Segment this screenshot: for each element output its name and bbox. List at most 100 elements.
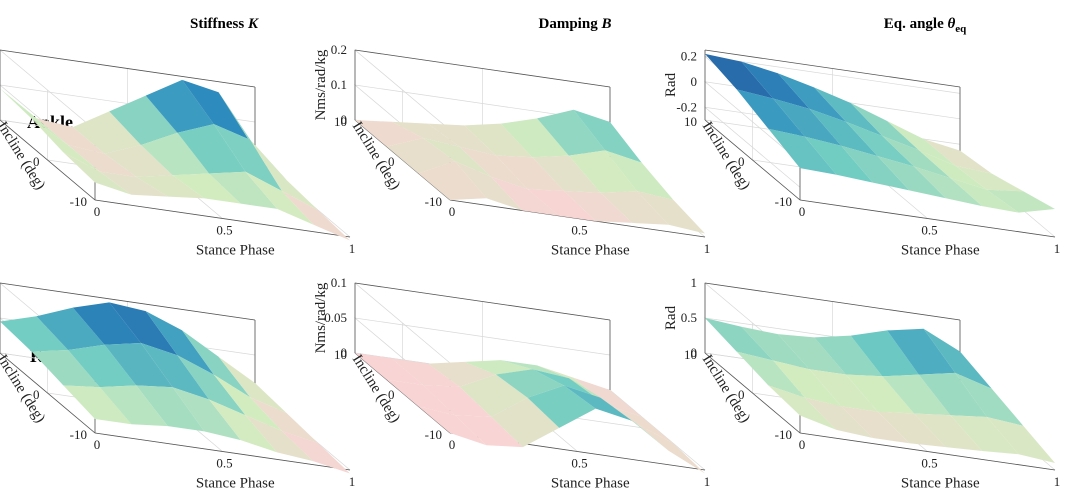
surface-patch xyxy=(140,132,210,176)
surface-patch xyxy=(918,150,987,190)
x-tick-label: 1 xyxy=(704,241,711,256)
surface-patch xyxy=(140,343,210,400)
axis-edge xyxy=(94,199,351,238)
x-axis-label: Stance Phase xyxy=(901,475,980,491)
surface-patch xyxy=(777,73,846,122)
surface-patch xyxy=(68,344,137,388)
axis-edge xyxy=(799,199,1056,238)
surface-patch xyxy=(777,334,846,375)
y-tick-label: 10 xyxy=(684,347,697,362)
surface-patch xyxy=(177,355,246,416)
surface-patch xyxy=(705,53,774,99)
surface-patch xyxy=(600,191,669,225)
surface-patch xyxy=(736,89,805,137)
y-tick-label: -10 xyxy=(425,194,442,209)
surface-patch xyxy=(814,87,883,136)
x-tick-label: 0 xyxy=(94,204,101,219)
x-tick-label: 0 xyxy=(449,204,456,219)
surface-patch xyxy=(850,330,919,377)
surface-patch xyxy=(36,307,105,350)
surface-patch xyxy=(31,349,100,388)
surface-patch xyxy=(386,379,455,416)
panel-title: Damping B xyxy=(539,16,612,32)
surface-patch xyxy=(427,123,496,156)
z-tick-label: 0 xyxy=(341,112,348,127)
surface-patch xyxy=(423,137,492,177)
y-tick-label: 0 xyxy=(388,154,395,169)
surface-patch xyxy=(736,351,805,398)
z-tick-label: 0.1 xyxy=(331,77,347,92)
surface-patch xyxy=(491,176,560,216)
panel-title: Eq. angle θeq xyxy=(884,16,967,35)
axis-edge xyxy=(0,119,96,201)
surface-patch xyxy=(532,155,601,193)
x-tick-label: 0 xyxy=(799,204,806,219)
surface-patch xyxy=(213,374,282,432)
y-tick-label: 0 xyxy=(33,387,40,402)
surface-patch xyxy=(209,171,278,209)
surface-patch xyxy=(63,385,132,425)
x-axis-label: Stance Phase xyxy=(901,242,980,258)
x-tick-label: 1 xyxy=(349,241,356,256)
surface-patch xyxy=(537,109,606,156)
surface-patch xyxy=(172,173,241,204)
surface-patch xyxy=(386,137,455,174)
panel-ankle-2: -0.2 0 0.2 0 0.5 1 -10 0 10 Stance Phase Incline (… xyxy=(663,48,1060,258)
y-axis-label: Incline (deg) xyxy=(699,352,753,426)
surface-patch xyxy=(99,171,168,197)
surface-patch xyxy=(636,191,705,234)
x-axis-label: Stance Phase xyxy=(551,242,630,258)
x-tick-label: 0.5 xyxy=(921,456,937,471)
surface-patch xyxy=(986,189,1055,213)
surface-patch xyxy=(887,120,956,166)
surface-patch xyxy=(850,102,919,151)
axis-edge xyxy=(354,282,611,321)
surface-patch xyxy=(773,98,842,146)
z-tick-label: 0.05 xyxy=(324,310,347,325)
surface-patch xyxy=(250,397,319,444)
surface-patch xyxy=(245,171,314,225)
axis-edge xyxy=(94,432,351,471)
surface-patch xyxy=(72,302,141,345)
surface-patch xyxy=(809,369,878,412)
surface-patch xyxy=(464,123,533,158)
y-tick-label: 0 xyxy=(388,387,395,402)
surface-patch xyxy=(605,150,674,200)
surface-patch xyxy=(104,145,173,177)
surface-patch xyxy=(68,144,137,177)
x-tick-label: 1 xyxy=(1054,474,1061,489)
surface-patch xyxy=(923,138,992,174)
z-tick-label: 0 xyxy=(691,74,698,89)
z-tick-label: 0 xyxy=(341,345,348,360)
surface-patch xyxy=(109,302,178,356)
surface-patch xyxy=(36,118,105,154)
surface-patch xyxy=(809,108,878,157)
surface-patch xyxy=(950,178,1019,213)
surface-patch xyxy=(877,156,946,199)
surface-patch xyxy=(950,415,1019,455)
axis-edge xyxy=(0,49,256,88)
x-tick-label: 0.5 xyxy=(216,456,232,471)
axis-edge xyxy=(0,282,256,321)
surface-patch xyxy=(500,360,569,379)
surface-patch xyxy=(99,385,168,427)
surface-patch xyxy=(741,61,810,109)
surface-patch xyxy=(63,152,132,195)
surface-patch xyxy=(177,124,246,174)
x-tick-label: 0.5 xyxy=(216,223,232,238)
y-tick-label: -10 xyxy=(70,427,87,442)
z-tick-label: 0.5 xyxy=(681,310,697,325)
x-tick-label: 1 xyxy=(704,474,711,489)
y-tick-label: 0 xyxy=(33,154,40,169)
axis-edge xyxy=(704,352,801,434)
x-tick-label: 0 xyxy=(449,437,456,452)
x-axis-label: Stance Phase xyxy=(196,242,275,258)
y-tick-label: -10 xyxy=(425,427,442,442)
surface-patch xyxy=(136,385,205,432)
surface-patch xyxy=(882,135,951,179)
surface-patch xyxy=(464,360,533,375)
z-axis-label: Nms/rad/kg xyxy=(313,49,329,120)
surface-patch xyxy=(182,330,251,398)
axis-edge xyxy=(704,49,961,88)
